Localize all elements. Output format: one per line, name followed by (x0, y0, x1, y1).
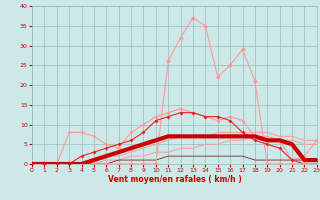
X-axis label: Vent moyen/en rafales ( km/h ): Vent moyen/en rafales ( km/h ) (108, 175, 241, 184)
